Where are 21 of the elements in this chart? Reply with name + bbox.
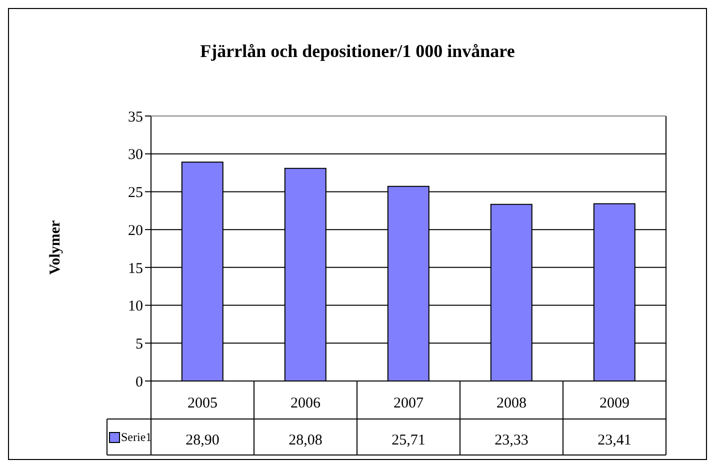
y-tick-label: 30 xyxy=(128,147,143,164)
y-tick-label: 25 xyxy=(128,185,143,202)
x-tick-label: 2005 xyxy=(188,396,218,412)
data-label: 28,08 xyxy=(288,432,322,449)
data-label: 25,71 xyxy=(392,432,426,449)
x-tick-label: 2009 xyxy=(600,396,630,412)
data-label: 23,41 xyxy=(598,432,632,449)
y-tick-label: 0 xyxy=(136,374,143,390)
legend-label: Serie1 xyxy=(120,430,152,445)
y-tick-label: 10 xyxy=(128,298,143,315)
y-tick-label: 5 xyxy=(136,336,143,352)
data-label: 28,90 xyxy=(186,432,220,449)
x-tick-label: 2008 xyxy=(496,396,526,412)
y-tick-label: 15 xyxy=(128,260,143,277)
x-tick-label: 2006 xyxy=(290,396,321,412)
y-tick-label: 20 xyxy=(128,222,143,239)
x-tick-label: 2007 xyxy=(394,396,424,412)
y-axis-title: Volymer xyxy=(48,218,64,277)
y-tick-label: 35 xyxy=(128,109,143,126)
data-label: 23,33 xyxy=(494,432,528,449)
chart-title: Fjärrlån och depositioner/1 000 invånare xyxy=(199,41,516,62)
